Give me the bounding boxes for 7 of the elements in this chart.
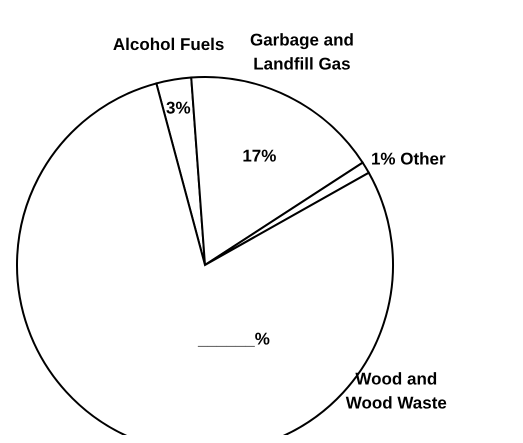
- data-label: ______%: [197, 330, 270, 348]
- data-label: 3%: [166, 98, 191, 118]
- data-label: 17%: [242, 146, 276, 166]
- slice-label: 1% Other: [370, 150, 446, 169]
- slice-label: Alcohol Fuels: [112, 35, 224, 54]
- slice-label: Wood and Wood Waste: [346, 370, 447, 413]
- slice-label: Garbage and Landfill Gas: [250, 30, 354, 74]
